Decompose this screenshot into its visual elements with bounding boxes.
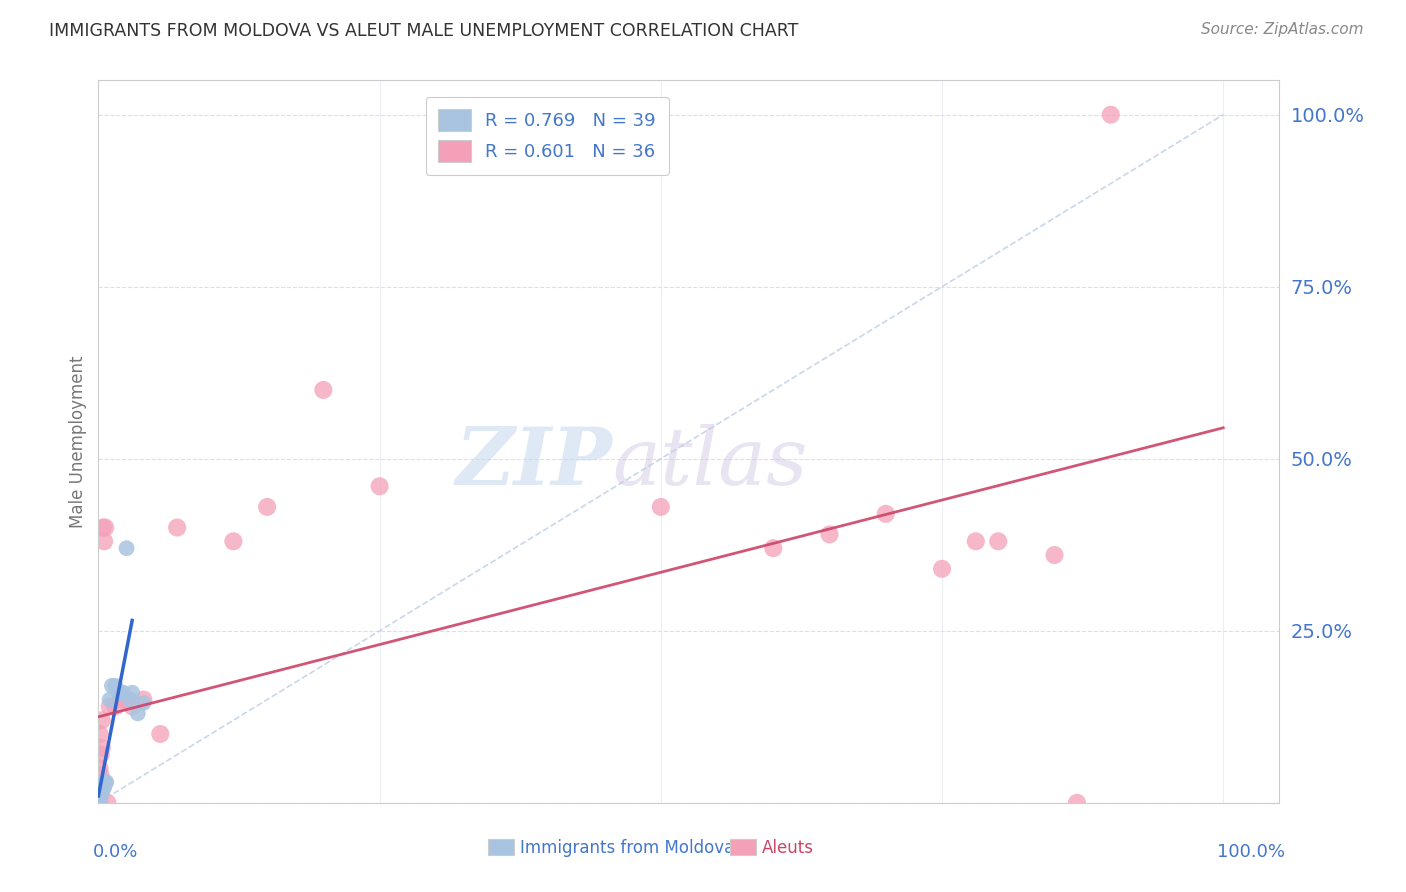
Point	[87, 794, 110, 808]
Text: 0.0%: 0.0%	[93, 843, 138, 861]
Point	[87, 793, 110, 807]
Point	[110, 692, 132, 706]
Point	[121, 686, 143, 700]
Point	[87, 782, 110, 797]
Point	[104, 679, 127, 693]
Point	[89, 790, 111, 805]
Point	[87, 796, 110, 810]
Point	[1043, 548, 1066, 562]
Text: ZIP: ZIP	[456, 425, 612, 502]
Text: Immigrants from Moldova: Immigrants from Moldova	[520, 838, 734, 856]
Point	[91, 782, 114, 797]
Point	[89, 761, 111, 775]
Point	[965, 534, 987, 549]
Point	[101, 679, 124, 693]
Point	[818, 527, 841, 541]
Point	[90, 787, 112, 801]
Point	[90, 713, 112, 727]
FancyBboxPatch shape	[730, 838, 756, 855]
Point	[96, 796, 118, 810]
Point	[90, 783, 112, 797]
Point	[89, 796, 111, 810]
Point	[222, 534, 245, 549]
Point	[93, 780, 115, 795]
Point	[89, 788, 111, 802]
Point	[98, 699, 121, 714]
Point	[90, 789, 112, 803]
Point	[96, 775, 118, 789]
Point	[94, 775, 117, 789]
Point	[132, 696, 155, 710]
Point	[110, 686, 132, 700]
Point	[91, 520, 114, 534]
Point	[368, 479, 391, 493]
Point	[312, 383, 335, 397]
Point	[87, 794, 110, 808]
Point	[93, 534, 115, 549]
Point	[87, 795, 110, 809]
Point	[89, 727, 111, 741]
Point	[650, 500, 672, 514]
Point	[107, 686, 129, 700]
Text: Source: ZipAtlas.com: Source: ZipAtlas.com	[1201, 22, 1364, 37]
Text: atlas: atlas	[612, 425, 807, 502]
Point	[931, 562, 953, 576]
Text: 100.0%: 100.0%	[1218, 843, 1285, 861]
Point	[91, 779, 114, 793]
Point	[90, 782, 112, 797]
Point	[87, 795, 110, 809]
Point	[89, 792, 111, 806]
Point	[149, 727, 172, 741]
Point	[98, 692, 121, 706]
Text: IMMIGRANTS FROM MOLDOVA VS ALEUT MALE UNEMPLOYMENT CORRELATION CHART: IMMIGRANTS FROM MOLDOVA VS ALEUT MALE UN…	[49, 22, 799, 40]
Point	[94, 520, 117, 534]
Point	[90, 785, 112, 799]
Point	[89, 791, 111, 805]
Point	[1066, 796, 1088, 810]
Point	[87, 796, 110, 810]
Point	[112, 686, 135, 700]
Point	[90, 747, 112, 762]
Point	[93, 776, 115, 790]
Point	[115, 692, 138, 706]
Point	[87, 796, 110, 810]
Point	[87, 789, 110, 803]
Point	[87, 794, 110, 808]
FancyBboxPatch shape	[488, 838, 515, 855]
Point	[90, 785, 112, 799]
Point	[115, 541, 138, 556]
Point	[762, 541, 785, 556]
Point	[987, 534, 1010, 549]
Legend: R = 0.769   N = 39, R = 0.601   N = 36: R = 0.769 N = 39, R = 0.601 N = 36	[426, 96, 669, 175]
Point	[89, 789, 111, 803]
Point	[89, 791, 111, 805]
Point	[256, 500, 278, 514]
Point	[166, 520, 188, 534]
Point	[127, 706, 149, 721]
Point	[90, 768, 112, 782]
Point	[118, 692, 141, 706]
Point	[90, 740, 112, 755]
Point	[104, 699, 127, 714]
Text: Aleuts: Aleuts	[762, 838, 814, 856]
Point	[87, 796, 110, 810]
Point	[87, 795, 110, 809]
Point	[132, 692, 155, 706]
Point	[121, 699, 143, 714]
Point	[875, 507, 897, 521]
Point	[1099, 108, 1122, 122]
Y-axis label: Male Unemployment: Male Unemployment	[69, 355, 87, 528]
